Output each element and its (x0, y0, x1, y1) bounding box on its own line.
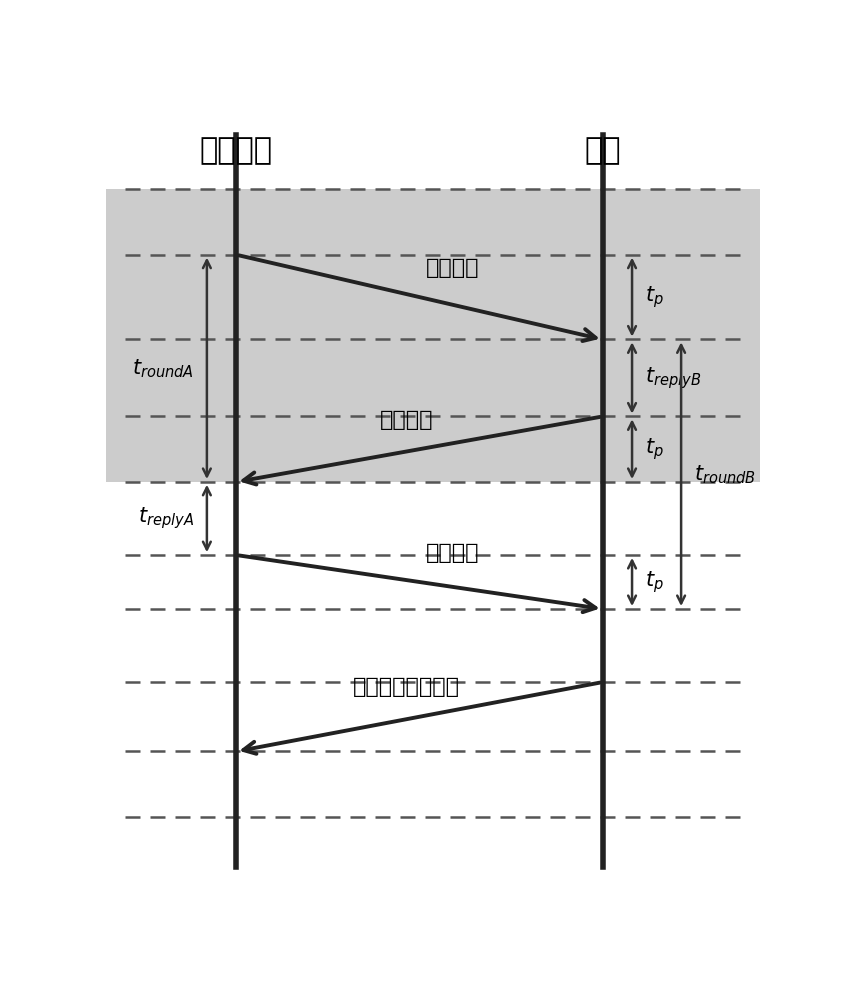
Text: 基站: 基站 (584, 136, 621, 165)
Text: 定位确认: 定位确认 (380, 410, 433, 430)
Text: $t_{roundB}$: $t_{roundB}$ (695, 463, 756, 486)
Text: $t_p$: $t_p$ (645, 436, 664, 462)
Text: 定位请求: 定位请求 (425, 258, 479, 278)
Text: 移动单位: 移动单位 (200, 136, 273, 165)
Text: $t_{roundA}$: $t_{roundA}$ (132, 357, 194, 380)
Text: $t_p$: $t_p$ (645, 569, 664, 595)
Text: $t_{replyB}$: $t_{replyB}$ (645, 365, 701, 391)
Text: $t_{replyA}$: $t_{replyA}$ (138, 506, 194, 531)
Text: 回送定位位置数据: 回送定位位置数据 (353, 677, 460, 697)
Bar (106, 189, 760, 482)
Text: 定位同步: 定位同步 (425, 543, 479, 563)
Text: $t_p$: $t_p$ (645, 284, 664, 310)
